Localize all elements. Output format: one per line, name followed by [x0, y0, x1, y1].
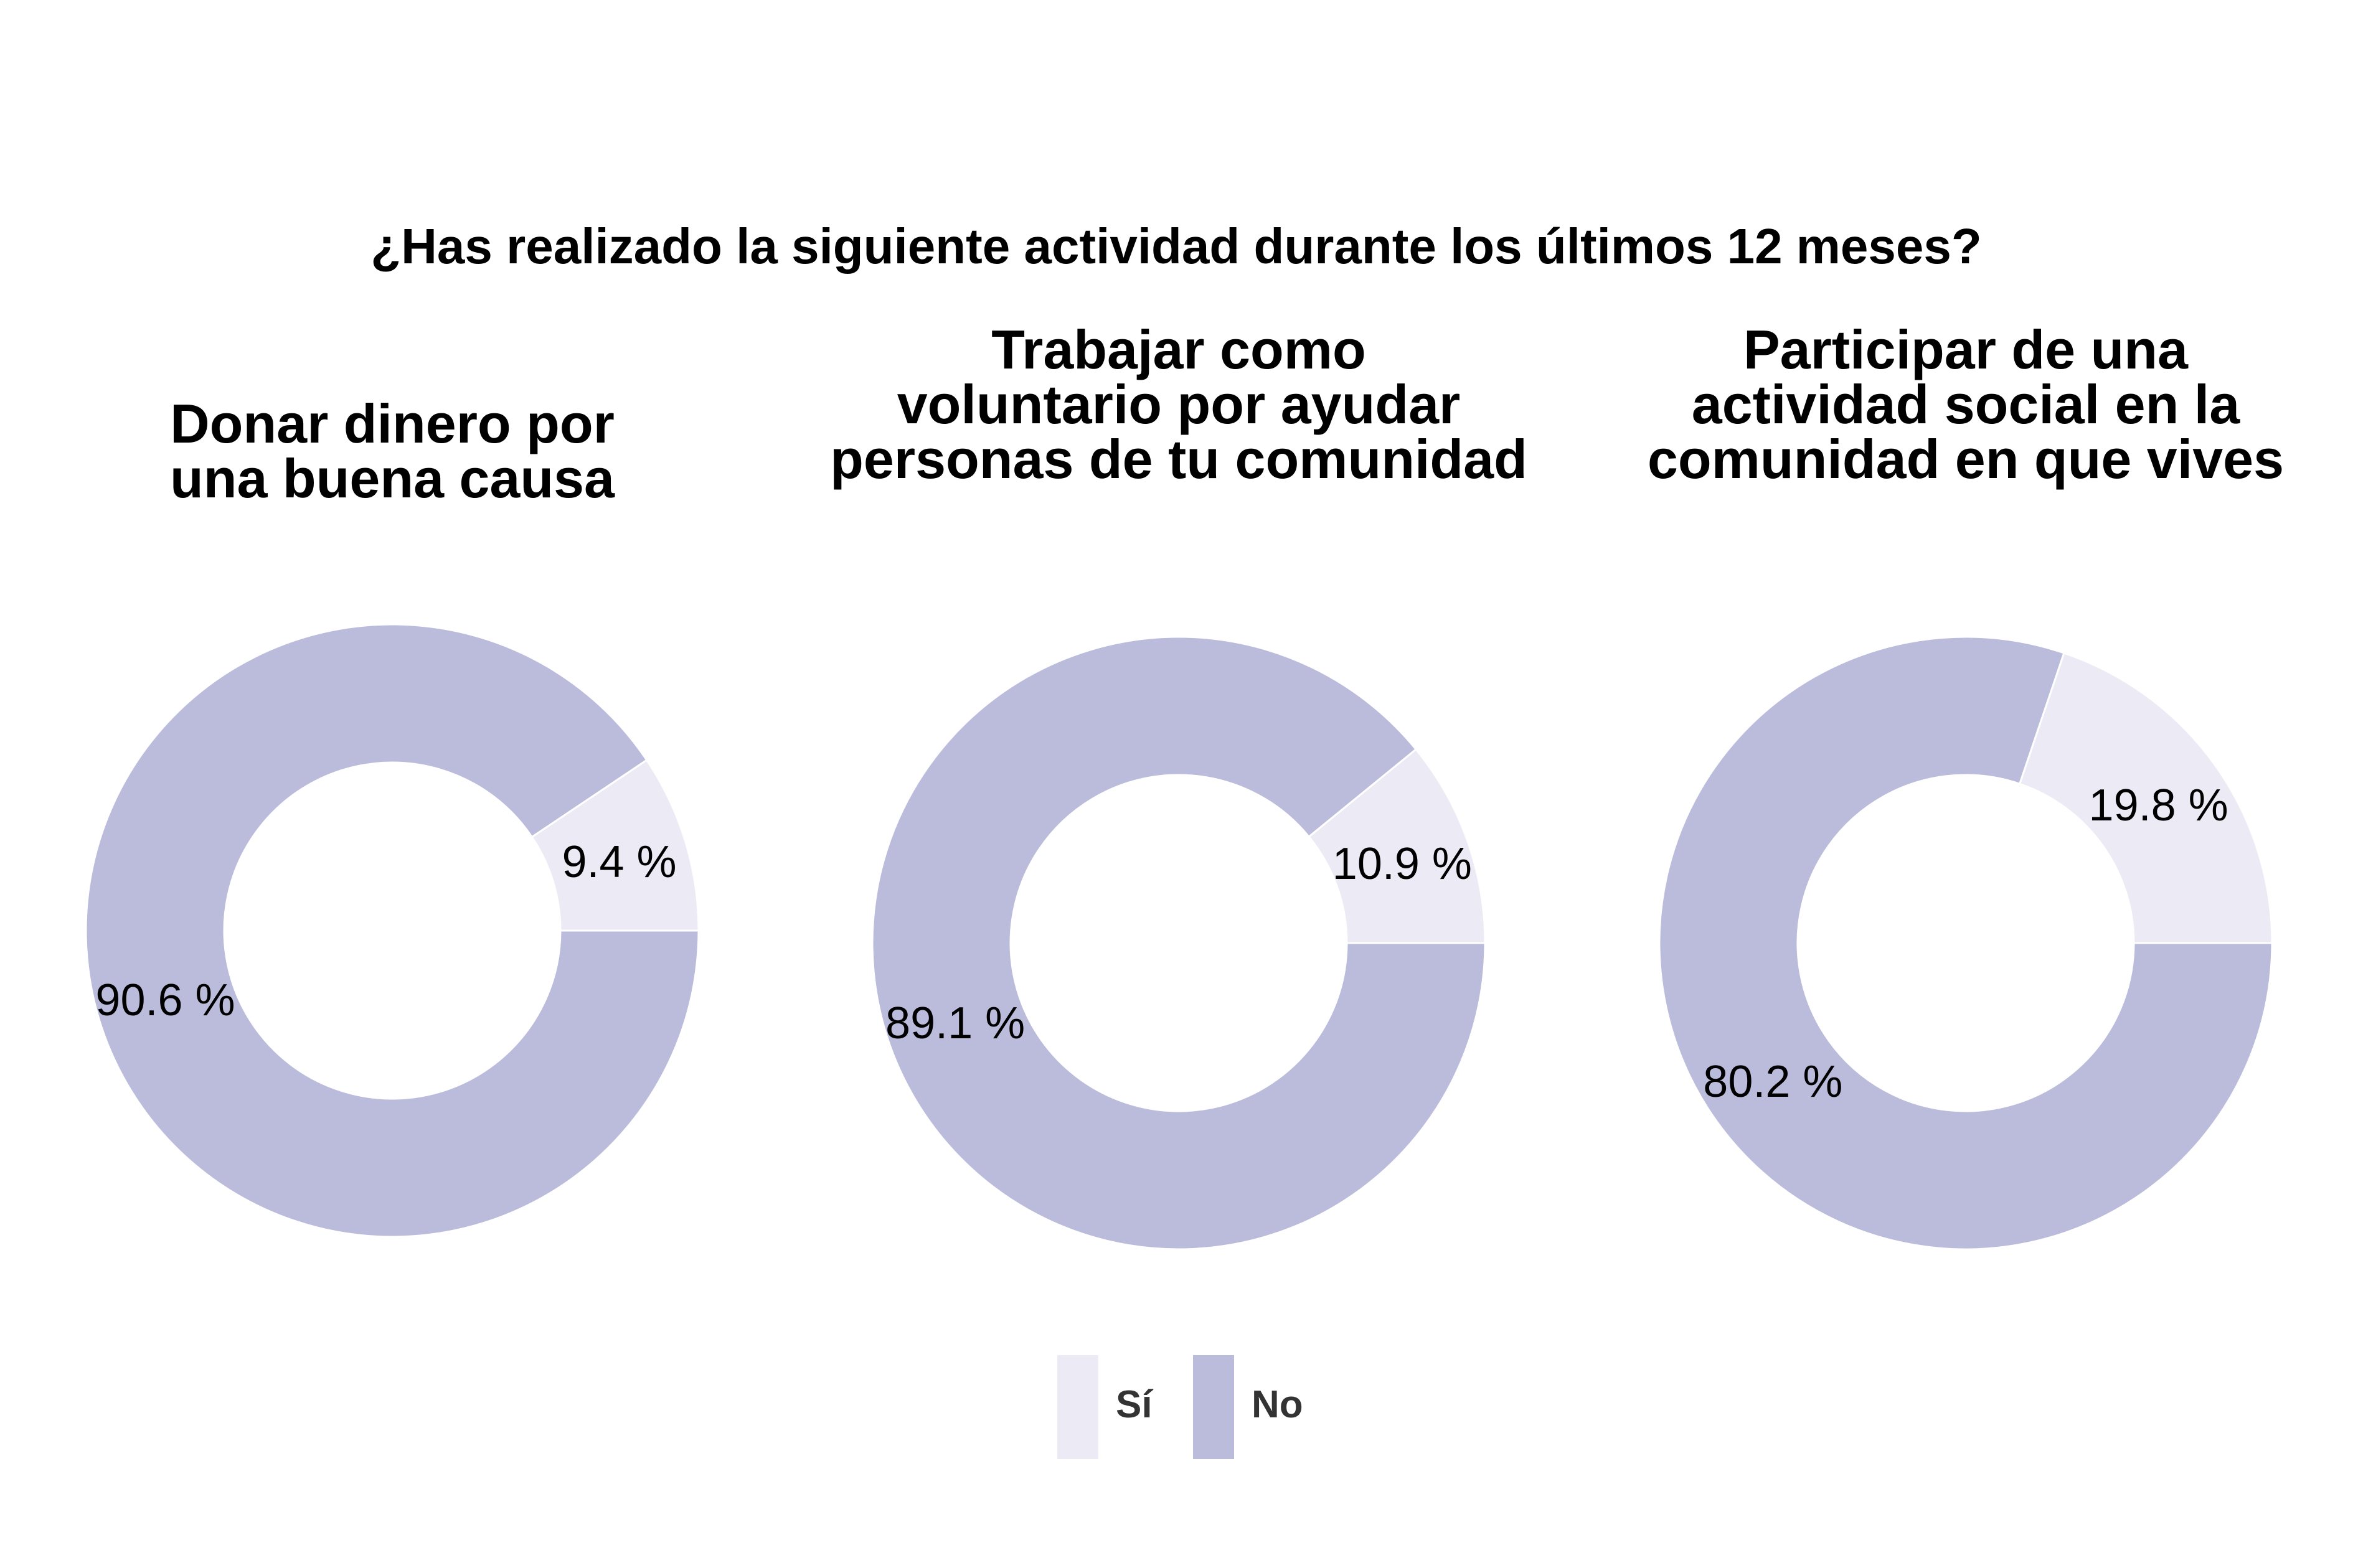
panel-title: Donar dinero por una buena causa — [170, 393, 615, 509]
slice-label: 89.1 % — [885, 998, 1025, 1048]
slice-label: 80.2 % — [1703, 1057, 1842, 1107]
slice-si — [1308, 748, 1486, 944]
panel-title-line: comunidad en que vives — [1648, 428, 2284, 490]
legend-label: No — [1252, 1383, 1303, 1426]
panel-title-line: voluntario por ayudar — [897, 373, 1461, 435]
donut-panel-1: Donar dinero por una buena causa 9.4 % 90.6… — [85, 393, 700, 1238]
panel-title: Participar de una actividad social en la c… — [1648, 319, 2284, 490]
slice-label: 90.6 % — [95, 975, 235, 1025]
panel-title-line: personas de tu comunidad — [830, 428, 1527, 490]
slice-no — [85, 623, 700, 1238]
panel-title-line: actividad social en la — [1692, 373, 2240, 435]
slice-label: 10.9 % — [1332, 839, 1472, 889]
panel-title-line: Participar de una — [1743, 319, 2189, 380]
donut-panels: Donar dinero por una buena causa 9.4 % 90.6… — [85, 319, 2284, 1251]
panel-title: Trabajar como voluntario por ayudar person… — [830, 319, 1527, 490]
slice-no — [871, 636, 1486, 1251]
panel-title-line: Trabajar como — [991, 319, 1366, 380]
slice-label: 19.8 % — [2089, 781, 2228, 830]
legend-key-no — [1193, 1355, 1234, 1459]
chart-title: ¿Has realizado la siguiente actividad du… — [370, 218, 1982, 274]
slice-label: 9.4 % — [562, 837, 676, 887]
slice-no — [1658, 636, 2273, 1251]
slice-si — [2018, 652, 2273, 944]
donut-panel-2: Trabajar como voluntario por ayudar person… — [830, 319, 1527, 1251]
panel-title-line: una buena causa — [170, 448, 615, 509]
donut-panel-3: Participar de una actividad social en la c… — [1648, 319, 2284, 1251]
legend: Sí No — [1057, 1355, 1303, 1459]
legend-key-si — [1057, 1355, 1098, 1459]
legend-label: Sí — [1116, 1383, 1153, 1426]
panel-title-line: Donar dinero por — [170, 393, 615, 454]
